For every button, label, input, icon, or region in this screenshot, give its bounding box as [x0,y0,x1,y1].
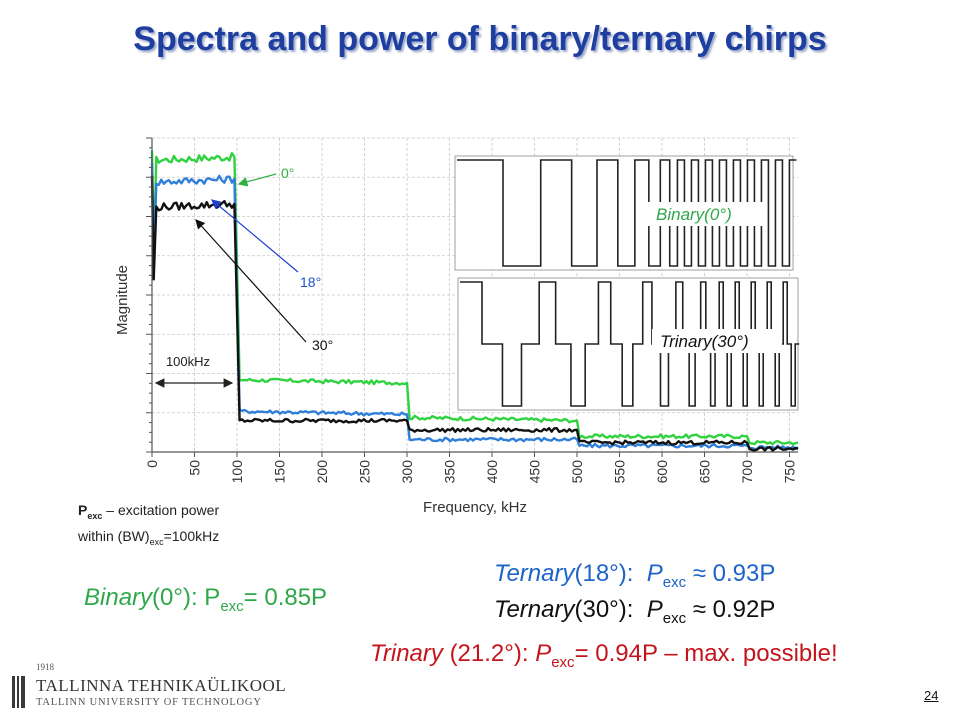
slide-title: Spectra and power of binary/ternary chir… [133,20,827,58]
angle-0-label: 0° [281,165,294,181]
series-line-30deg [150,175,799,452]
x-tick-label: 600 [654,460,670,484]
inset-binary-waveform [457,159,797,267]
chart-insets: Binary(0°) Trinary(30°) [454,155,800,411]
inset-trinary-label: Trinary(30°) [660,332,749,351]
x-tick-label: 500 [569,460,585,484]
angle-18-pointer [211,199,299,273]
angle-30-pointer [195,219,307,343]
x-tick-label: 0 [144,460,160,468]
angle-18-label: 18° [300,274,321,290]
inset-binary-label: Binary(0°) [656,205,732,224]
x-tick-label: 650 [697,460,713,484]
x-tick-label: 750 [782,460,798,484]
x-tick-label: 200 [314,460,330,484]
result-binary: Binary(0°): Pexc= 0.85P [84,584,328,615]
x-tick-label: 350 [442,460,458,484]
result-ternary-30: Ternary(30°): Pexc ≈ 0.92P [494,596,776,627]
logo-year: 1918 [36,662,54,672]
bw-marker-label: 100kHz [166,354,210,369]
university-logo: 1918 TALLINNA TEHNIKAÜLIKOOL TALLINN UNI… [12,662,312,714]
y-axis-label: Magnitude [114,265,131,335]
inset-trinary-label-bg [652,329,782,353]
chart-axes: 0 50 100 150 200 250 300 350 400 450 500 550 600 650 7… [144,137,798,484]
x-tick-label: 150 [272,460,288,484]
inset-trinary-waveform [460,281,800,407]
inset-trinary: Trinary(30°) [457,277,800,411]
x-tick-label: 50 [187,460,203,476]
x-tick-label: 250 [357,460,373,484]
logo-name-estonian: TALLINNA TEHNIKAÜLIKOOL [36,676,287,695]
logo-mark-icon [12,676,26,708]
page-number: 24 [924,688,939,703]
result-ternary-18: Ternary(18°): Pexc ≈ 0.93P [494,560,776,591]
result-trinary: Trinary (21.2°): Pexc= 0.94P – max. poss… [370,640,838,671]
inset-binary-label-bg [648,202,766,226]
angle-30-label: 30° [312,337,333,353]
x-tick-label: 400 [484,460,500,484]
series-line-0deg [150,150,799,446]
x-tick-label: 450 [527,460,543,484]
x-tick-label: 700 [739,460,755,484]
x-tick-label: 100 [229,460,245,484]
angle-0-pointer [237,173,277,187]
series-line-18deg [150,163,799,451]
x-tick-label: 550 [612,460,628,484]
chart-series [150,150,799,452]
inset-binary: Binary(0°) [454,155,797,271]
x-axis-label: Frequency, kHz [423,499,527,516]
x-tick-label: 300 [399,460,415,484]
power-definition-note: Pexc – excitation power within (BW)exc=1… [78,502,220,547]
logo-name-english: TALLINN UNIVERSITY OF TECHNOLOGY [36,697,262,708]
